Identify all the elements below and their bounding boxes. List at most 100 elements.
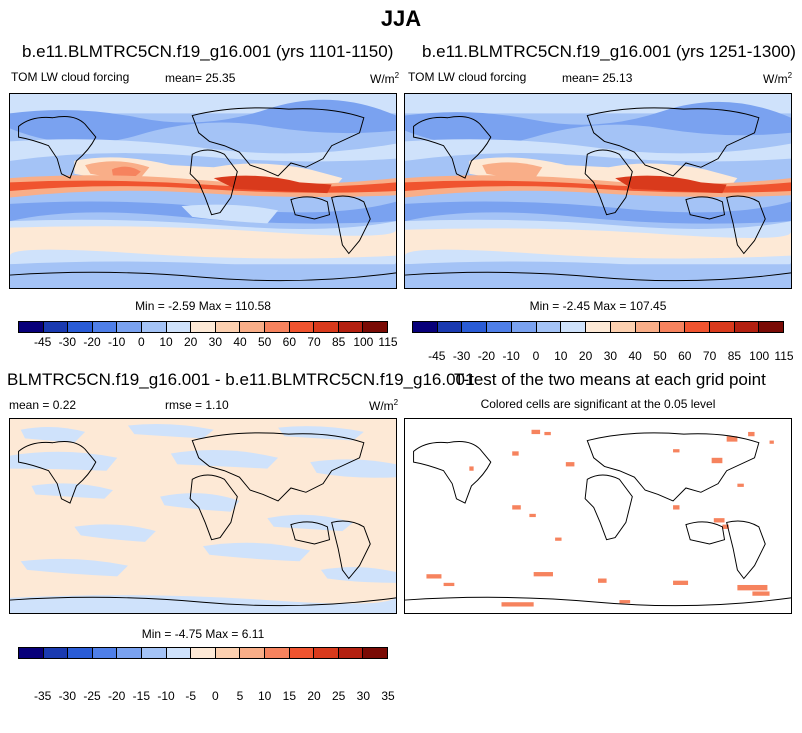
panel1-colorbar-label: -20 bbox=[83, 335, 101, 349]
panel2-title: b.e11.BLMTRC5CN.f19_g16.001 (yrs 1251-13… bbox=[422, 42, 796, 61]
main-title: JJA bbox=[380, 6, 422, 31]
panel3-colorbar-swatch bbox=[68, 648, 93, 658]
panel1-colorbar-swatch bbox=[264, 322, 290, 332]
panel3-colorbar-labels: -35 -30 -25 -20 -15 -10 -5 0 5 10 15 20 25 30 35 bbox=[18, 689, 395, 703]
panel2-colorbar-label: 85 bbox=[727, 349, 742, 363]
panel2-colorbar-label: 70 bbox=[702, 349, 717, 363]
panel1-map-svg bbox=[10, 94, 396, 288]
panel3-colorbar-swatch bbox=[191, 648, 216, 658]
panel3-colorbar-label: 35 bbox=[381, 689, 395, 703]
panel2-colorbar-label: 100 bbox=[749, 349, 770, 363]
panel3-minmax: Min = -4.75 Max = 6.11 bbox=[141, 627, 265, 641]
panel1-units: W/m2 bbox=[370, 71, 400, 86]
panel2-colorbar-labels: -45 -30 -20 -10 0 10 20 30 40 50 60 70 85 100 115 bbox=[412, 349, 793, 363]
panel3-colorbar-swatch bbox=[338, 648, 364, 658]
panel1-colorbar-label: 30 bbox=[208, 335, 223, 349]
panel3-colorbar-swatch bbox=[141, 648, 167, 658]
panel1-colorbar-label: 10 bbox=[159, 335, 173, 349]
panel1-colorbar-swatch bbox=[289, 322, 315, 332]
panel2-colorbar-swatch bbox=[734, 322, 760, 332]
panel3-rmse-label: rmse = 1.10 bbox=[165, 398, 229, 412]
panel3-colorbar-swatch bbox=[264, 648, 290, 658]
panel1-colorbar-label: -10 bbox=[107, 335, 126, 349]
panel2-colorbar-swatch bbox=[660, 322, 686, 332]
panel2-variable-label: TOM LW cloud forcing bbox=[408, 70, 527, 84]
panel3-colorbar-label: 0 bbox=[211, 689, 219, 703]
panel1-title: b.e11.BLMTRC5CN.f19_g16.001 (yrs 1101-11… bbox=[22, 42, 394, 61]
panel1-mean-label: mean= 25.35 bbox=[165, 71, 236, 85]
panel1-colorbar-swatch bbox=[338, 322, 364, 332]
panel2-map-svg bbox=[405, 94, 791, 288]
panel3-colorbar-swatch bbox=[215, 648, 241, 658]
panel1-colorbar-label: 20 bbox=[183, 335, 198, 349]
panel3-colorbar-label: 5 bbox=[236, 689, 244, 703]
panel1-colorbar-label: 50 bbox=[257, 335, 272, 349]
panel1-minmax: Min = -2.59 Max = 110.58 bbox=[135, 299, 271, 313]
panel4-subtitle: Colored cells are significant at the 0.0… bbox=[480, 397, 716, 411]
panel3-colorbar-label: -30 bbox=[58, 689, 76, 703]
panel3-colorbar-label: -15 bbox=[132, 689, 150, 703]
panel3-colorbar-swatch bbox=[19, 648, 44, 658]
panel2-colorbar-label: 40 bbox=[628, 349, 642, 363]
panel1-colorbar-labels: -45 -30 -20 -10 0 10 20 30 40 50 60 70 85 100 115 bbox=[18, 335, 398, 349]
panel2-colorbar-label: -10 bbox=[502, 349, 520, 363]
panel2-mean-label: mean= 25.13 bbox=[562, 71, 633, 85]
panel3-map-svg bbox=[10, 419, 396, 613]
panel1-colorbar-swatch bbox=[215, 322, 241, 332]
panel3-colorbar-label: -20 bbox=[107, 689, 126, 703]
panel4-title: T-test of the two means at each grid poi… bbox=[454, 370, 766, 389]
panel2-colorbar-swatch bbox=[462, 322, 488, 332]
panel3-colorbar-swatch bbox=[92, 648, 118, 658]
panel3-colorbar-swatch bbox=[289, 648, 315, 658]
panel1-colorbar-swatch bbox=[43, 322, 69, 332]
panel3-map bbox=[9, 418, 397, 614]
panel1-colorbar-label: -45 bbox=[33, 335, 52, 349]
panel3-colorbar-label: -35 bbox=[33, 689, 52, 703]
panel3-colorbar-label: -25 bbox=[83, 689, 101, 703]
panel4-map bbox=[404, 418, 792, 614]
panel2-colorbar-label: 10 bbox=[554, 349, 568, 363]
panel3-colorbar-label: -10 bbox=[157, 689, 175, 703]
panel3-units: W/m2 bbox=[369, 398, 399, 413]
panel3-colorbar-swatch bbox=[363, 648, 387, 658]
panel1-colorbar-swatch bbox=[240, 322, 265, 332]
panel2-colorbar-swatch bbox=[413, 322, 438, 332]
panel1-colorbar-label: 60 bbox=[282, 335, 297, 349]
panel1-colorbar-label: 85 bbox=[331, 335, 346, 349]
panel3-colorbar-swatch bbox=[240, 648, 265, 658]
panel3-colorbar-label: 20 bbox=[307, 689, 321, 703]
panel2-map bbox=[404, 93, 792, 289]
panel2-colorbar bbox=[412, 321, 784, 333]
panel2-colorbar-label: 60 bbox=[678, 349, 692, 363]
panel2-colorbar-swatch bbox=[685, 322, 710, 332]
panel1-colorbar-swatch bbox=[117, 322, 142, 332]
panel1-colorbar-swatch bbox=[191, 322, 216, 332]
panel2-colorbar-swatch bbox=[709, 322, 735, 332]
panel2-colorbar-swatch bbox=[437, 322, 463, 332]
panel2-colorbar-label: -20 bbox=[477, 349, 496, 363]
panel1-colorbar-swatch bbox=[19, 322, 44, 332]
panel3-colorbar-swatch bbox=[43, 648, 69, 658]
panel2-colorbar-swatch bbox=[759, 322, 784, 332]
panel2-units: W/m2 bbox=[763, 71, 793, 86]
panel3-colorbar-label: 15 bbox=[282, 689, 297, 703]
panel3-colorbar-label: 30 bbox=[356, 689, 371, 703]
panel1-colorbar-label: 100 bbox=[353, 335, 374, 349]
panel2-colorbar-swatch bbox=[511, 322, 537, 332]
panel1-variable-label: TOM LW cloud forcing bbox=[11, 70, 130, 84]
panel3-colorbar bbox=[18, 647, 388, 659]
panel1-colorbar-label: 40 bbox=[233, 335, 247, 349]
panel2-colorbar-label: -45 bbox=[428, 349, 446, 363]
panel2-colorbar-swatch bbox=[586, 322, 611, 332]
panel1-colorbar-label: 115 bbox=[378, 335, 398, 349]
panel3-title: BLMTRC5CN.f19_g16.001 - b.e11.BLMTRC5CN.… bbox=[7, 370, 475, 389]
panel1-colorbar-label: 0 bbox=[137, 335, 145, 349]
panel2-colorbar-label: 30 bbox=[603, 349, 618, 363]
panel1-map bbox=[9, 93, 397, 289]
panel2-colorbar-swatch bbox=[487, 322, 512, 332]
panel2-colorbar-swatch bbox=[635, 322, 661, 332]
panel3-colorbar-label: 10 bbox=[257, 689, 272, 703]
panel2-colorbar-swatch bbox=[561, 322, 587, 332]
panel2-colorbar-label: 50 bbox=[653, 349, 667, 363]
panel1-colorbar-swatch bbox=[166, 322, 192, 332]
